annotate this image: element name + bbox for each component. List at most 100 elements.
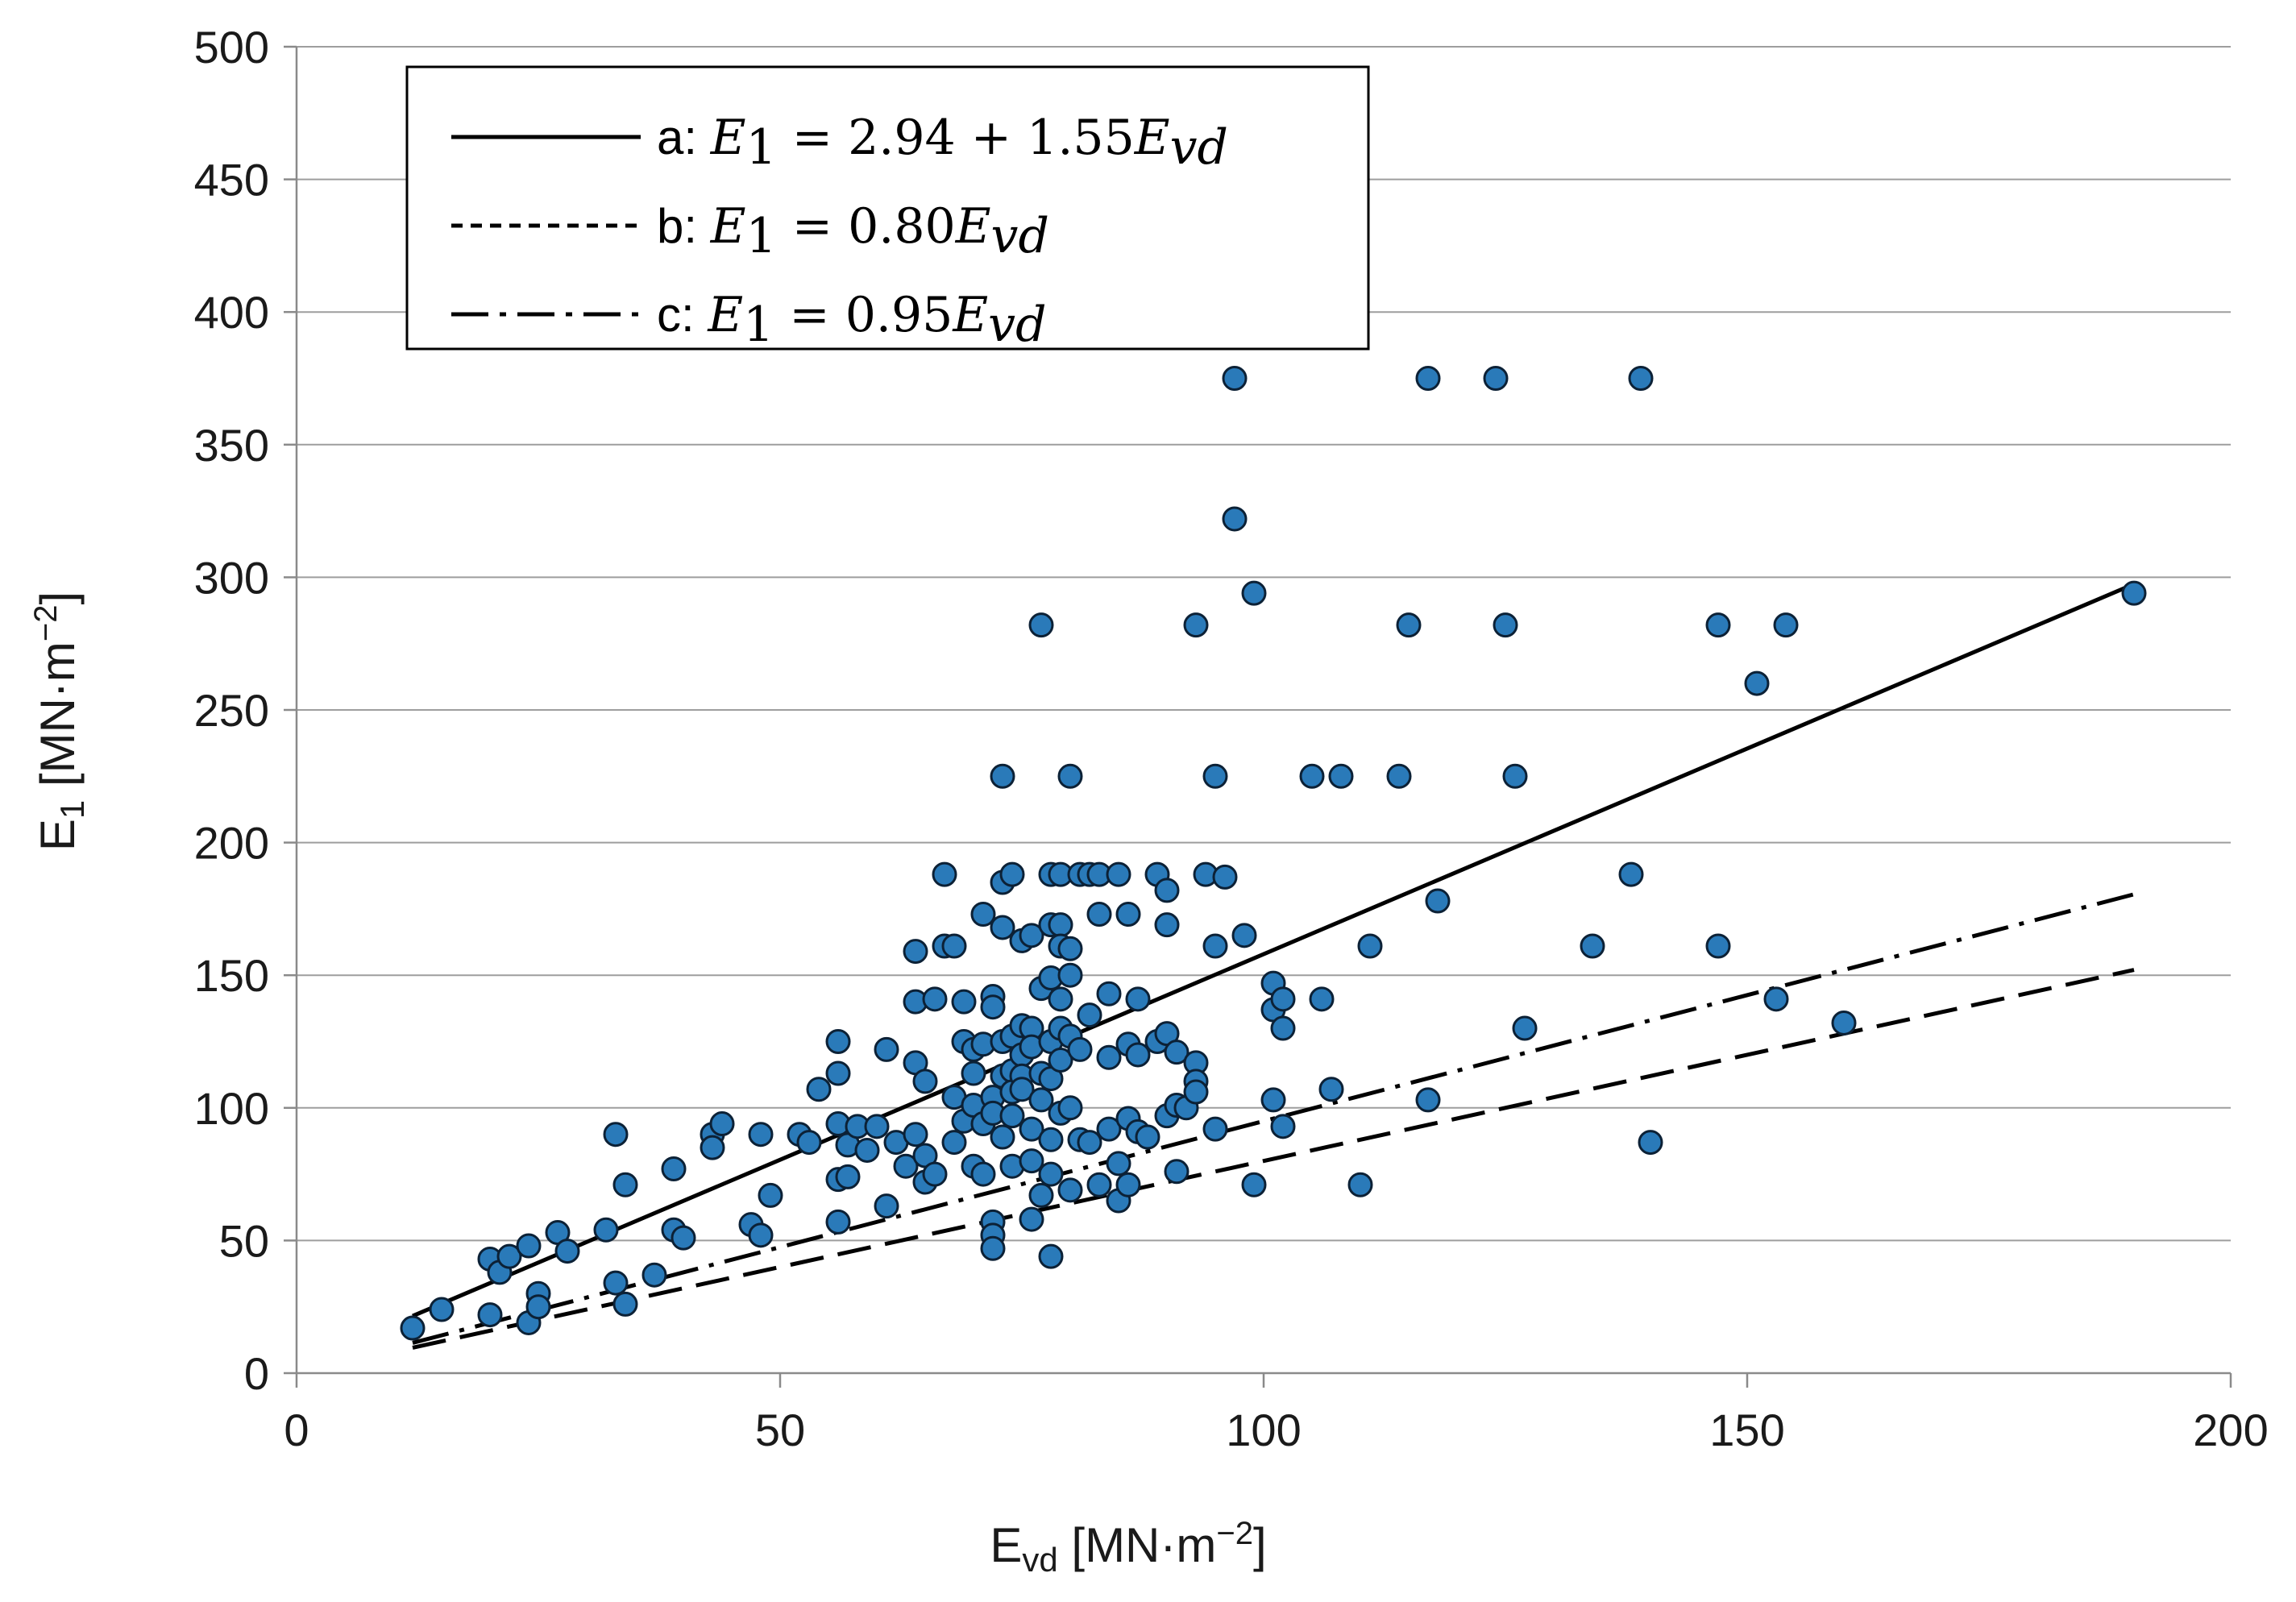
data-point xyxy=(1318,1077,1344,1102)
data-point xyxy=(999,1103,1025,1129)
data-point xyxy=(990,1124,1015,1150)
data-point xyxy=(854,1137,880,1163)
data-point xyxy=(1183,612,1209,638)
data-point xyxy=(1580,933,1605,959)
data-point xyxy=(593,1217,619,1243)
data-point xyxy=(990,763,1015,789)
y-axis-title-symbol: E xyxy=(31,819,85,851)
y-tick-label: 450 xyxy=(194,155,269,205)
data-point xyxy=(1115,1172,1141,1197)
data-point xyxy=(1125,986,1151,1012)
legend: a: E1 = 2.94 + 1.55Evd b: E1 = 0.80Evd c… xyxy=(405,65,1370,353)
data-point xyxy=(1183,1079,1209,1105)
data-point xyxy=(922,986,948,1012)
y-tick-labels: 0 50 100 150 200 250 300 350 400 450 500 xyxy=(194,22,269,1399)
data-point xyxy=(2121,580,2147,606)
data-point xyxy=(1202,933,1228,959)
x-tick-label: 100 xyxy=(1226,1405,1301,1455)
y-tick-label: 50 xyxy=(219,1215,269,1266)
data-point xyxy=(1164,1040,1190,1065)
data-point xyxy=(1309,986,1335,1012)
data-point xyxy=(1135,1124,1160,1150)
legend-label-a: a: E1 = 2.94 + 1.55Evd xyxy=(657,110,1228,176)
y-tick-label: 250 xyxy=(194,685,269,736)
data-point xyxy=(1106,861,1131,887)
data-point xyxy=(1270,986,1296,1012)
data-point xyxy=(825,1060,851,1086)
data-point xyxy=(1019,1116,1044,1142)
data-point xyxy=(1502,763,1528,789)
data-point xyxy=(554,1239,580,1264)
data-point xyxy=(1270,1015,1296,1041)
legend-label-c: c: E1 = 0.95Evd xyxy=(657,287,1046,353)
data-point xyxy=(748,1122,774,1148)
data-point xyxy=(477,1302,503,1328)
data-point xyxy=(612,1172,638,1197)
y-axis-title-subscript: 1 xyxy=(53,800,91,819)
x-axis-title-symbol: E xyxy=(990,1518,1022,1572)
data-point xyxy=(1106,1151,1131,1177)
data-point xyxy=(1705,612,1731,638)
data-point xyxy=(1096,1116,1122,1142)
fit-line-a xyxy=(412,582,2135,1318)
data-point xyxy=(1386,763,1412,789)
y-tick-label: 300 xyxy=(194,552,269,603)
x-tick-label: 50 xyxy=(755,1405,805,1455)
legend-label-b: b: E1 = 0.80Evd xyxy=(657,198,1049,264)
data-point xyxy=(1048,986,1073,1012)
data-point xyxy=(961,1060,986,1086)
data-point xyxy=(1086,901,1112,927)
data-point xyxy=(825,1029,851,1054)
data-point xyxy=(496,1243,522,1269)
data-point xyxy=(903,1122,928,1148)
data-point xyxy=(874,1036,899,1062)
data-point xyxy=(1299,763,1325,789)
data-point xyxy=(1057,936,1083,961)
data-point xyxy=(922,1161,948,1187)
data-point xyxy=(1019,1148,1044,1174)
data-point xyxy=(1241,1172,1267,1197)
data-point xyxy=(1415,1087,1441,1113)
y-tick-label: 400 xyxy=(194,287,269,338)
y-tick-label: 500 xyxy=(194,22,269,73)
data-point xyxy=(1512,1015,1538,1041)
x-axis-title-unit-close: ] xyxy=(1253,1518,1267,1572)
data-point xyxy=(874,1193,899,1219)
data-point xyxy=(1705,933,1731,959)
data-point xyxy=(1744,670,1770,696)
data-point xyxy=(970,1161,996,1187)
data-point xyxy=(516,1233,542,1259)
data-point xyxy=(1028,1182,1054,1208)
data-point xyxy=(980,994,1006,1020)
data-point xyxy=(1038,1243,1064,1269)
data-point xyxy=(1270,1114,1296,1139)
data-point xyxy=(1077,1130,1102,1156)
data-point xyxy=(641,1262,667,1288)
data-point xyxy=(661,1156,687,1182)
data-point xyxy=(429,1297,455,1322)
y-axis-title-unit-exponent: −2 xyxy=(28,605,64,642)
data-point xyxy=(990,915,1015,940)
data-point xyxy=(980,1235,1006,1261)
data-point xyxy=(1212,864,1238,890)
data-point xyxy=(903,939,928,965)
data-point xyxy=(1009,1077,1035,1102)
y-axis-title: E1 [MN·m−2] xyxy=(28,591,91,851)
data-point xyxy=(1154,912,1180,938)
data-point xyxy=(1328,763,1354,789)
data-point xyxy=(1048,912,1073,938)
data-point xyxy=(941,933,967,959)
data-point xyxy=(1048,1048,1073,1073)
data-point xyxy=(1618,861,1644,887)
y-tick-label: 200 xyxy=(194,818,269,869)
data-point xyxy=(400,1315,426,1341)
data-point xyxy=(1115,901,1141,927)
y-tick-label: 350 xyxy=(194,420,269,471)
data-point xyxy=(709,1111,735,1137)
data-point xyxy=(1057,962,1083,988)
data-point xyxy=(612,1291,638,1317)
data-point xyxy=(1260,1087,1286,1113)
data-point xyxy=(1357,933,1383,959)
data-point xyxy=(1425,888,1451,914)
